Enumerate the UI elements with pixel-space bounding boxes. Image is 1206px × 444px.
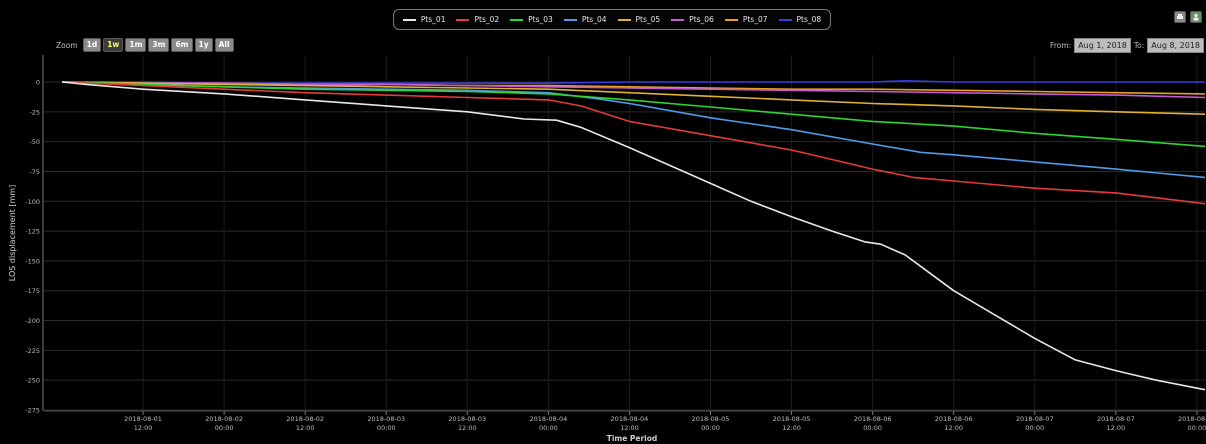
- y-tick-label: -125: [25, 228, 40, 236]
- legend-swatch: [402, 18, 416, 21]
- x-tick-time: 12:00: [944, 424, 963, 432]
- legend-swatch: [510, 18, 524, 21]
- x-tick-date: 2018-08-07: [1016, 415, 1054, 423]
- zoom-button-1d[interactable]: 1d: [82, 38, 102, 52]
- to-date-input[interactable]: Aug 8, 2018: [1147, 38, 1204, 53]
- x-tick-date: 2018-08-06: [854, 415, 892, 423]
- legend-swatch: [617, 18, 631, 21]
- zoom-button-6m[interactable]: 6m: [171, 38, 193, 52]
- x-tick-date: 2018-08-06: [935, 415, 973, 423]
- x-tick-time: 12:00: [620, 424, 639, 432]
- x-tick-date: 2018-08-03: [367, 415, 405, 423]
- y-tick-label: 0: [36, 79, 40, 87]
- zoom-button-3m[interactable]: 3m: [148, 38, 170, 52]
- zoom-controls: Zoom 1d 1w 1m 3m 6m 1y All: [56, 38, 234, 52]
- from-date-input[interactable]: Aug 1, 2018: [1074, 38, 1131, 53]
- legend-swatch: [778, 18, 792, 21]
- x-tick-time: 12:00: [134, 424, 153, 432]
- legend-label: Pts_06: [689, 15, 714, 24]
- x-tick-date: 2018-08-07: [1097, 415, 1135, 423]
- x-tick-time: 00:00: [539, 424, 558, 432]
- y-tick-label: -200: [25, 317, 40, 325]
- legend-label: Pts_05: [635, 15, 661, 24]
- zoom-button-all[interactable]: All: [214, 38, 234, 52]
- date-range: From: Aug 1, 2018 To: Aug 8, 2018: [1050, 38, 1204, 53]
- legend-item-pts-06[interactable]: Pts_06: [671, 15, 714, 24]
- series-line-pts-06[interactable]: [61, 81, 1206, 99]
- x-tick-date: 2018-08-05: [773, 415, 811, 423]
- grid-lines: [44, 55, 1206, 412]
- legend-item-pts-03[interactable]: Pts_03: [510, 15, 553, 24]
- legend-swatch: [724, 18, 738, 21]
- legend-label: Pts_03: [528, 15, 553, 24]
- legend-swatch: [563, 18, 577, 21]
- legend-item-pts-05[interactable]: Pts_05: [617, 15, 661, 24]
- zoom-button-1w[interactable]: 1w: [103, 38, 124, 52]
- x-tick-time: 00:00: [1025, 424, 1044, 432]
- legend-item-pts-02[interactable]: Pts_02: [456, 15, 499, 24]
- x-tick-date: 2018-08-03: [448, 415, 486, 423]
- y-tick-label: -175: [25, 287, 40, 295]
- x-tick-date: 2018-08-02: [286, 415, 324, 423]
- legend-swatch: [456, 18, 470, 21]
- legend-label: Pts_08: [796, 15, 822, 24]
- series-line-pts-01[interactable]: [61, 81, 1206, 391]
- legend-item-pts-04[interactable]: Pts_04: [563, 15, 607, 24]
- x-tick-time: 00:00: [863, 424, 882, 432]
- y-tick-label: -75: [29, 168, 40, 176]
- legend-swatch: [671, 18, 685, 21]
- y-tick-label: -100: [25, 198, 40, 206]
- x-tick-date: 2018-08-04: [529, 415, 567, 423]
- legend-label: Pts_02: [474, 15, 500, 24]
- x-tick-date: 2018-08-08: [1178, 415, 1206, 423]
- legend-item-pts-07[interactable]: Pts_07: [724, 15, 768, 24]
- series-layer: [61, 80, 1206, 391]
- series-line-pts-04[interactable]: [61, 81, 1206, 179]
- zoom-button-1y[interactable]: 1y: [194, 38, 213, 52]
- x-tick-date: 2018-08-04: [611, 415, 649, 423]
- y-tick-label: -250: [25, 377, 40, 385]
- x-tick-time: 12:00: [1106, 424, 1125, 432]
- x-tick-time: 00:00: [215, 424, 234, 432]
- zoom-button-1m[interactable]: 1m: [125, 38, 147, 52]
- export-toolbar: [1174, 11, 1202, 23]
- user-icon[interactable]: [1190, 11, 1202, 23]
- y-tick-label: -150: [25, 257, 40, 265]
- to-label: To:: [1133, 41, 1145, 50]
- x-tick-time: 12:00: [296, 424, 315, 432]
- series-line-pts-05[interactable]: [61, 81, 1206, 115]
- y-tick-label: -25: [29, 108, 40, 116]
- legend: Pts_01 Pts_02 Pts_03 Pts_04 Pts_05 Pts_06 Pts_…: [393, 9, 831, 30]
- x-axis-ticks: 2018-08-0112:002018-08-0200:002018-08-02…: [124, 411, 1206, 432]
- x-tick-time: 00:00: [1188, 424, 1206, 432]
- y-tick-label: -225: [25, 347, 40, 355]
- x-tick-time: 00:00: [377, 424, 396, 432]
- legend-label: Pts_07: [742, 15, 768, 24]
- legend-label: Pts_04: [581, 15, 607, 24]
- series-line-pts-03[interactable]: [61, 81, 1206, 148]
- x-axis-label: Time Period: [607, 434, 658, 443]
- legend-item-pts-08[interactable]: Pts_08: [778, 15, 822, 24]
- x-tick-time: 12:00: [458, 424, 477, 432]
- y-tick-label: -50: [29, 138, 40, 146]
- x-tick-date: 2018-08-01: [124, 415, 162, 423]
- y-tick-label: -275: [25, 407, 40, 415]
- legend-item-pts-01[interactable]: Pts_01: [402, 15, 446, 24]
- x-tick-date: 2018-08-05: [692, 415, 730, 423]
- y-axis-ticks: 0 -25 -50 -75 -100 -125 -150 -175 -200 -225 -250 -2…: [25, 79, 40, 415]
- y-axis-label: LOS displacement [mm]: [8, 185, 17, 281]
- from-label: From:: [1050, 41, 1072, 50]
- x-tick-time: 12:00: [782, 424, 801, 432]
- legend-label: Pts_01: [420, 15, 446, 24]
- x-tick-time: 00:00: [701, 424, 720, 432]
- series-line-pts-02[interactable]: [61, 81, 1206, 205]
- zoom-label: Zoom: [56, 40, 78, 50]
- x-tick-date: 2018-08-02: [205, 415, 243, 423]
- print-icon[interactable]: [1174, 11, 1186, 23]
